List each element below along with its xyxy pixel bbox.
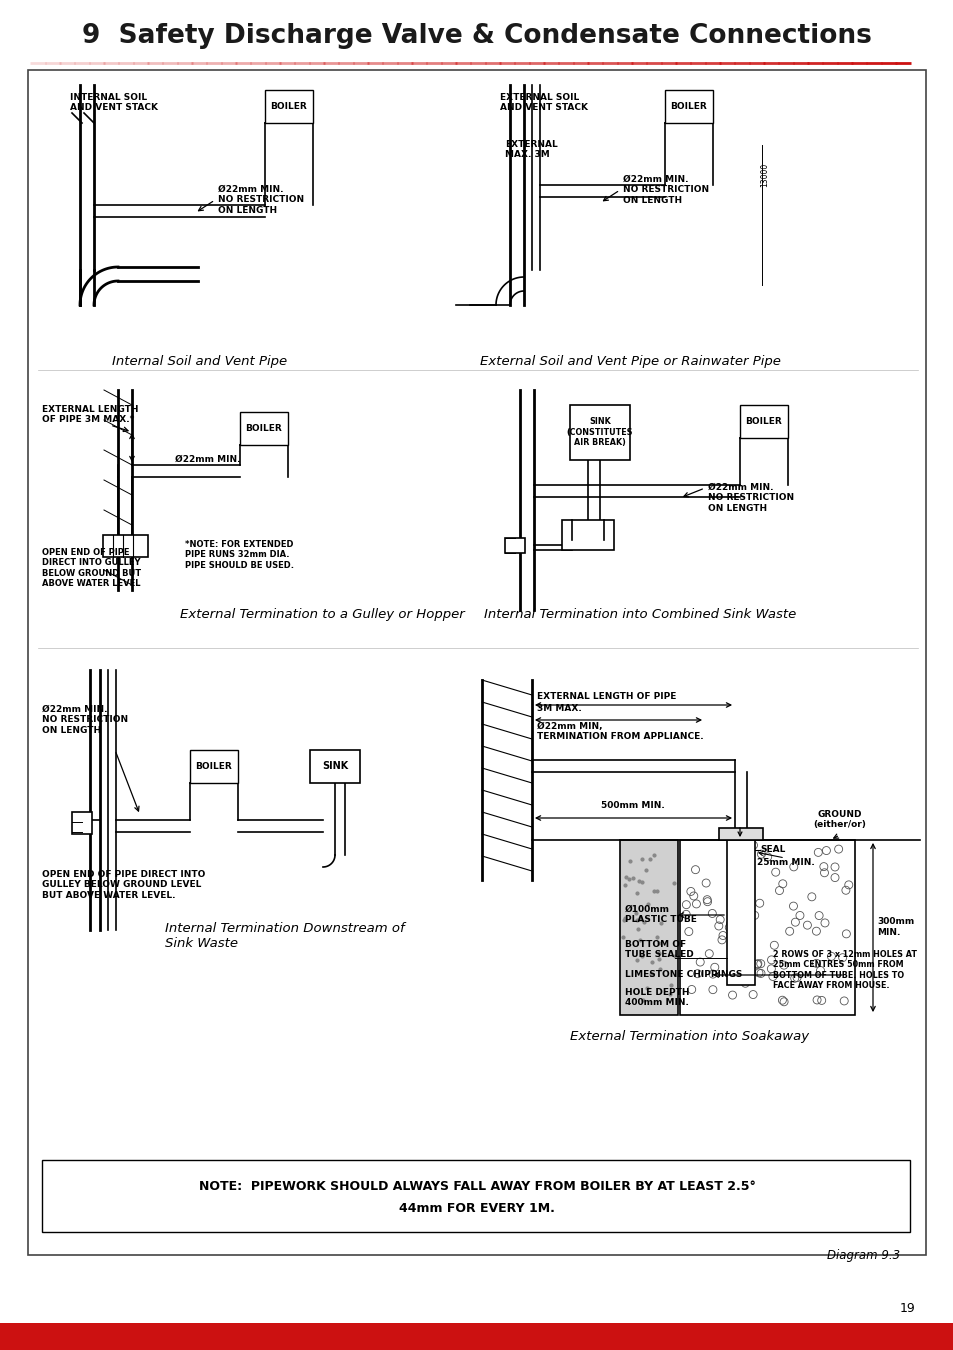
Bar (740, 405, 787, 437)
Text: External Soil and Vent Pipe or Rainwater Pipe: External Soil and Vent Pipe or Rainwater… (479, 355, 780, 369)
Text: Ø22mm MIN.
NO RESTRICTION
ON LENGTH: Ø22mm MIN. NO RESTRICTION ON LENGTH (218, 185, 304, 215)
Text: BOILER: BOILER (670, 103, 706, 111)
Bar (619, 840, 678, 1015)
Bar (71, 811, 91, 834)
Text: Ø22mm MIN.
NO RESTRICTION
ON LENGTH: Ø22mm MIN. NO RESTRICTION ON LENGTH (622, 176, 708, 205)
Text: Internal Termination Downstream of
Sink Waste: Internal Termination Downstream of Sink … (165, 922, 404, 950)
Text: 2 ROWS OF 3 x 12mm HOLES AT
25mm CENTRES 50mm FROM
BOTTOM OF TUBE. HOLES TO
FACE: 2 ROWS OF 3 x 12mm HOLES AT 25mm CENTRES… (772, 950, 916, 990)
Text: NOTE:  PIPEWORK SHOULD ALWAYS FALL AWAY FROM BOILER BY AT LEAST 2.5°: NOTE: PIPEWORK SHOULD ALWAYS FALL AWAY F… (198, 1180, 755, 1193)
Bar (0, 1323, 953, 1350)
Text: External Termination into Soakaway: External Termination into Soakaway (570, 1030, 809, 1044)
Text: HOLE DEPTH
400mm MIN.: HOLE DEPTH 400mm MIN. (624, 988, 689, 1007)
Text: EXTERNAL LENGTH
OF PIPE 3M MAX.*: EXTERNAL LENGTH OF PIPE 3M MAX.* (42, 405, 138, 424)
Bar (561, 520, 614, 549)
Text: 25mm MIN.: 25mm MIN. (757, 859, 814, 867)
Bar (726, 840, 754, 986)
Text: BOILER: BOILER (271, 103, 307, 111)
Text: BOTTOM OF
TUBE SEALED: BOTTOM OF TUBE SEALED (624, 940, 693, 960)
Text: *NOTE: FOR EXTENDED
PIPE RUNS 32mm DIA.
PIPE SHOULD BE USED.: *NOTE: FOR EXTENDED PIPE RUNS 32mm DIA. … (185, 540, 294, 570)
Text: LIMESTONE CHIPPINGS: LIMESTONE CHIPPINGS (624, 971, 741, 979)
Text: 19: 19 (899, 1301, 914, 1315)
Text: 9  Safety Discharge Valve & Condensate Connections: 9 Safety Discharge Valve & Condensate Co… (82, 23, 871, 49)
Bar (190, 751, 237, 783)
Text: EXTERNAL LENGTH OF PIPE: EXTERNAL LENGTH OF PIPE (537, 693, 676, 701)
Text: OPEN END OF PIPE
DIRECT INTO GULLEY
BELOW GROUND BUT
ABOVE WATER LEVEL: OPEN END OF PIPE DIRECT INTO GULLEY BELO… (42, 548, 141, 589)
Bar (28, 70, 925, 1256)
Text: 300mm
MIN.: 300mm MIN. (876, 917, 913, 937)
Text: 13000: 13000 (760, 163, 769, 188)
Text: Internal Soil and Vent Pipe: Internal Soil and Vent Pipe (112, 355, 287, 369)
Text: 44mm FOR EVERY 1M.: 44mm FOR EVERY 1M. (398, 1202, 555, 1215)
Text: BOILER: BOILER (245, 424, 282, 433)
Bar (664, 90, 712, 123)
Bar (719, 828, 762, 840)
Text: Internal Termination into Combined Sink Waste: Internal Termination into Combined Sink … (483, 608, 796, 621)
Text: Ø22mm MIN.: Ø22mm MIN. (174, 455, 240, 464)
Text: EXTERNAL
MAX. 3M: EXTERNAL MAX. 3M (504, 140, 558, 159)
Text: SEAL: SEAL (760, 845, 784, 855)
Text: Diagram 9.3: Diagram 9.3 (826, 1249, 899, 1261)
Bar (569, 405, 629, 460)
Text: Ø22mm MIN.
NO RESTRICTION
ON LENGTH: Ø22mm MIN. NO RESTRICTION ON LENGTH (707, 483, 793, 513)
Text: Ø22mm MIN.
NO RESTRICTION
ON LENGTH: Ø22mm MIN. NO RESTRICTION ON LENGTH (42, 705, 128, 734)
Bar (265, 90, 313, 123)
Bar (103, 535, 148, 558)
Text: BOILER: BOILER (745, 417, 781, 427)
Bar (504, 539, 524, 553)
Text: EXTERNAL SOIL
AND VENT STACK: EXTERNAL SOIL AND VENT STACK (499, 93, 587, 112)
Text: INTERNAL SOIL
AND VENT STACK: INTERNAL SOIL AND VENT STACK (70, 93, 158, 112)
Bar (42, 1160, 909, 1233)
Text: Ø22mm MIN,: Ø22mm MIN, (537, 722, 602, 730)
Text: 500mm MIN.: 500mm MIN. (600, 801, 664, 810)
Text: OPEN END OF PIPE DIRECT INTO
GULLEY BELOW GROUND LEVEL
BUT ABOVE WATER LEVEL.: OPEN END OF PIPE DIRECT INTO GULLEY BELO… (42, 869, 205, 900)
Bar (310, 751, 359, 783)
Bar (240, 412, 288, 446)
Bar (679, 840, 854, 1015)
Text: SINK: SINK (321, 761, 348, 771)
Text: SINK
(CONSTITUTES
AIR BREAK): SINK (CONSTITUTES AIR BREAK) (566, 417, 633, 447)
Text: BOILER: BOILER (195, 761, 233, 771)
Text: 3M MAX.: 3M MAX. (537, 703, 581, 713)
Text: External Termination to a Gulley or Hopper: External Termination to a Gulley or Hopp… (180, 608, 464, 621)
Text: GROUND
(either/or): GROUND (either/or) (813, 810, 865, 829)
Text: Ø100mm
PLASTIC TUBE: Ø100mm PLASTIC TUBE (624, 904, 696, 925)
Text: TERMINATION FROM APPLIANCE.: TERMINATION FROM APPLIANCE. (537, 732, 703, 741)
